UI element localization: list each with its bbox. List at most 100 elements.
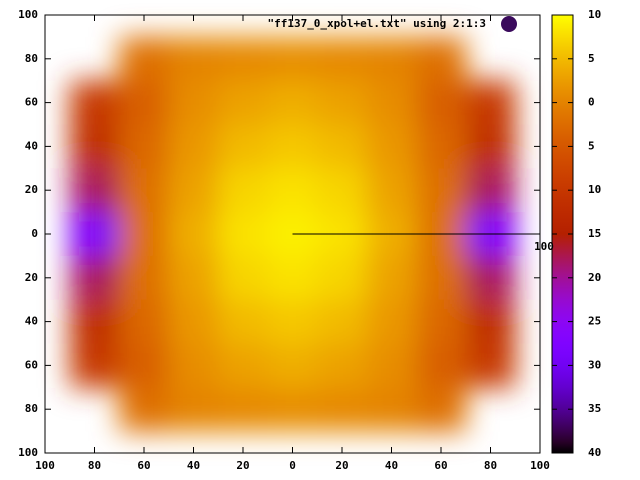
heatmap-cell: [218, 124, 269, 169]
heatmap-cell: [267, 255, 318, 301]
heatmap-cell: [218, 299, 269, 344]
heatmap-cell: [416, 299, 467, 344]
heatmap-cell: [366, 80, 417, 125]
colorbar-tick-label: 10: [588, 183, 601, 196]
colorbar-tick-label: 5: [588, 52, 595, 65]
colorbar-tick-label: 5: [588, 139, 595, 152]
heatmap: [69, 36, 516, 432]
x-tick-label: 0: [289, 459, 296, 472]
heatmap-cell: [465, 299, 516, 344]
heatmap-cell: [366, 255, 417, 301]
heatmap-cell: [119, 343, 170, 388]
legend-label: "ff137_0_xpol+el.txt" using 2:1:3: [267, 17, 486, 30]
heatmap-cell: [317, 255, 368, 301]
heatmap-cell: [366, 299, 417, 344]
colorbar-tick-label: 20: [588, 271, 601, 284]
x-tick-label: 80: [88, 459, 101, 472]
heatmap-cell: [119, 212, 170, 257]
heatmap-cell: [416, 36, 467, 82]
x-tick-label: 40: [187, 459, 200, 472]
heatmap-cell: [366, 36, 417, 82]
heatmap-cell: [119, 168, 170, 213]
heatmap-cell: [168, 299, 219, 344]
colorbar-tick-label: 10: [588, 8, 601, 21]
heatmap-cell: [119, 299, 170, 344]
heatmap-cell: [465, 168, 516, 213]
colorbar-tick-label: 25: [588, 315, 601, 328]
heatmap-cell: [119, 124, 170, 169]
heatmap-cell: [416, 255, 467, 301]
heatmap-cell: [69, 255, 120, 301]
y-tick-label: 20: [25, 271, 38, 284]
heatmap-cell: [416, 168, 467, 213]
heatmap-cell: [267, 299, 318, 344]
heatmap-cell: [119, 387, 170, 432]
heatmap-cell: [168, 80, 219, 125]
heatmap-cell: [416, 80, 467, 125]
heatmap-cell: [267, 80, 318, 125]
heatmap-cell: [317, 168, 368, 213]
heatmap-cell: [218, 212, 269, 257]
heatmap-cell: [218, 387, 269, 432]
heatmap-cell: [218, 343, 269, 388]
x-tick-label: 40: [385, 459, 398, 472]
heatmap-cell: [366, 343, 417, 388]
x-tick-label: 100: [35, 459, 55, 472]
heatmap-cell: [218, 80, 269, 125]
heatmap-cell: [317, 299, 368, 344]
heatmap-cell: [168, 124, 219, 169]
heatmap-cell: [69, 168, 120, 213]
heatmap-cell: [366, 124, 417, 169]
heatmap-cell: [168, 212, 219, 257]
heatmap-cell: [317, 124, 368, 169]
colorbar-tick-label: 0: [588, 96, 595, 109]
heatmap-cell: [416, 124, 467, 169]
heatmap-cell: [366, 387, 417, 432]
heatmap-cell: [267, 168, 318, 213]
heatmap-cell: [168, 255, 219, 301]
heatmap-cell: [119, 36, 170, 82]
heatmap-cell: [317, 343, 368, 388]
colorbar-tick-label: 15: [588, 227, 601, 240]
heatmap-cell: [218, 168, 269, 213]
heatmap-cell: [317, 387, 368, 432]
y-tick-label: 40: [25, 139, 38, 152]
colorbar-tick-label: 40: [588, 446, 601, 459]
heatmap-cell: [69, 212, 120, 257]
heatmap-cell: [168, 36, 219, 82]
x-tick-label: 80: [484, 459, 497, 472]
heatmap-cell: [317, 80, 368, 125]
heatmap-cell: [168, 343, 219, 388]
x-tick-label: 60: [137, 459, 150, 472]
y-tick-label: 100: [18, 8, 38, 21]
y-tick-label: 0: [31, 227, 38, 240]
heatmap-cell: [465, 124, 516, 169]
heatmap-cell: [69, 343, 120, 388]
x-tick-label: 60: [434, 459, 447, 472]
heatmap-cell: [465, 80, 516, 125]
heatmap-cell: [69, 80, 120, 125]
y-tick-label: 40: [25, 315, 38, 328]
y-tick-label: 20: [25, 183, 38, 196]
heatmap-cell: [465, 255, 516, 301]
colorbar-tick-label: 30: [588, 358, 601, 371]
heatmap-cell: [267, 343, 318, 388]
x-tick-label: 20: [236, 459, 249, 472]
heatmap-cell: [69, 299, 120, 344]
heatmap-cell: [267, 36, 318, 82]
heatmap-cell: [267, 124, 318, 169]
heatmap-cell: [119, 255, 170, 301]
y-tick-label: 100: [18, 446, 38, 459]
heatmap-cell: [317, 36, 368, 82]
heatmap-cell: [168, 387, 219, 432]
y-tick-label: 60: [25, 358, 38, 371]
y-tick-label: 60: [25, 96, 38, 109]
heatmap-cell: [119, 80, 170, 125]
heatmap-cell: [168, 168, 219, 213]
colorbar-tick-label: 35: [588, 402, 601, 415]
heatmap-cell: [218, 36, 269, 82]
y-tick-label: 80: [25, 402, 38, 415]
x-tick-label: 20: [335, 459, 348, 472]
heatmap-cell: [416, 387, 467, 432]
